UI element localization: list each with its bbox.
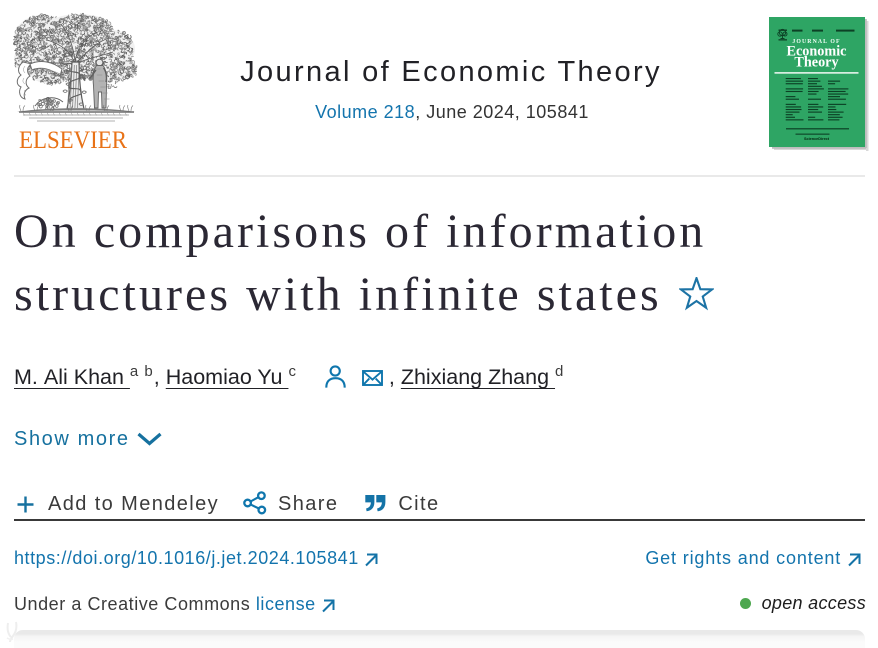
- svg-text:Economic: Economic: [787, 43, 847, 59]
- svg-text:Theory: Theory: [794, 54, 838, 70]
- svg-text:NON SOLUS: NON SOLUS: [33, 68, 61, 78]
- svg-text:JOURNAL OF: JOURNAL OF: [792, 39, 840, 45]
- svg-text:ScienceDirect: ScienceDirect: [804, 137, 830, 141]
- svg-text:ELSEVIER: ELSEVIER: [19, 125, 127, 154]
